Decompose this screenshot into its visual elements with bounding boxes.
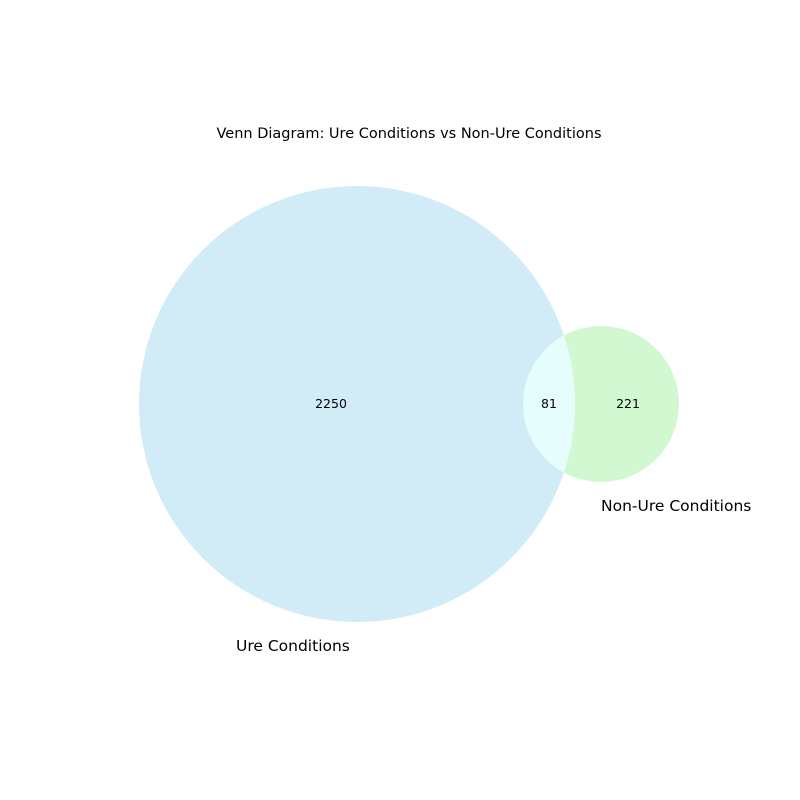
ure-only-count: 2250 xyxy=(315,396,347,411)
ure-conditions-circle xyxy=(139,186,575,622)
ure-conditions-label: Ure Conditions xyxy=(236,637,350,655)
non-ure-conditions-label: Non-Ure Conditions xyxy=(601,497,751,515)
diagram-title: Venn Diagram: Ure Conditions vs Non-Ure … xyxy=(216,126,601,142)
non-ure-only-count: 221 xyxy=(616,396,640,411)
intersection-region xyxy=(523,326,575,482)
intersection-count: 81 xyxy=(541,396,557,411)
